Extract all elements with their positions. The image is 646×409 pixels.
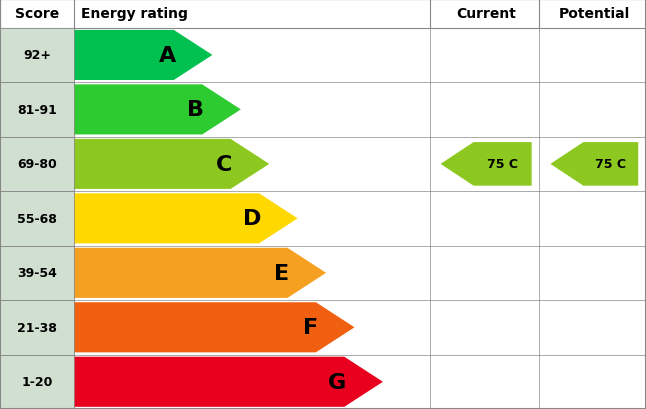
Polygon shape [550,143,638,186]
Polygon shape [74,303,355,353]
Bar [0,192,74,246]
Bar [0,0,646,29]
Text: Potential: Potential [559,7,630,21]
Bar [0,137,74,192]
Text: C: C [216,155,233,175]
Text: Current: Current [456,7,516,21]
Bar [0,83,74,137]
Polygon shape [74,139,269,189]
Text: 39-54: 39-54 [17,267,57,280]
Bar [0,29,74,83]
Text: Score: Score [15,7,59,21]
Text: 1-20: 1-20 [21,375,53,388]
Text: G: G [328,372,346,392]
Text: 21-38: 21-38 [17,321,57,334]
Polygon shape [74,85,241,135]
Polygon shape [74,248,326,298]
Polygon shape [74,31,213,81]
Bar [0,355,74,409]
Text: D: D [243,209,261,229]
Polygon shape [441,143,532,186]
Text: B: B [187,100,204,120]
Text: 55-68: 55-68 [17,212,57,225]
Text: A: A [158,46,176,66]
Text: E: E [275,263,289,283]
Text: 92+: 92+ [23,49,51,62]
Bar [0,246,74,300]
Text: 75 C: 75 C [596,158,627,171]
Polygon shape [74,194,298,244]
Bar [0,300,74,355]
Text: 69-80: 69-80 [17,158,57,171]
Text: 81-91: 81-91 [17,103,57,117]
Text: 75 C: 75 C [487,158,518,171]
Text: F: F [303,317,318,337]
Polygon shape [74,357,383,407]
Text: Energy rating: Energy rating [81,7,187,21]
